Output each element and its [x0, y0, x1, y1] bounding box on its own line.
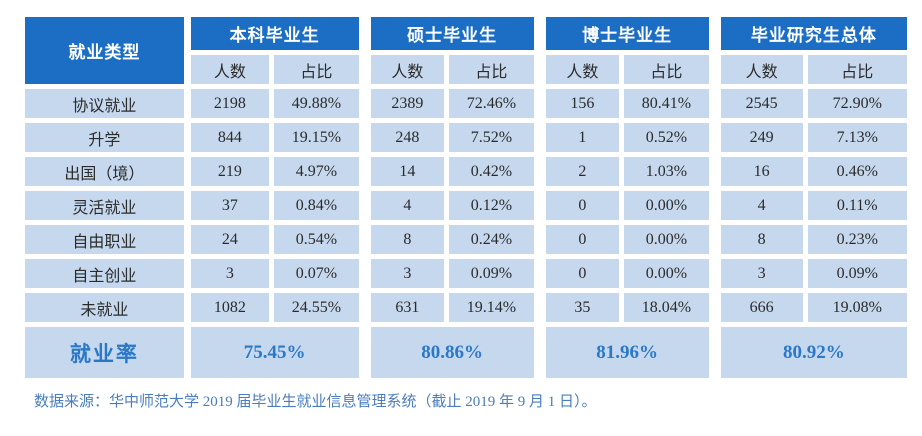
cell-value: 2545: [713, 89, 803, 118]
row-label-agreement-employment: 协议就业: [25, 89, 184, 118]
cell-value: 19.14%: [449, 293, 534, 322]
subheader-ratio-undergraduate: 占比: [274, 55, 359, 84]
table-row-going-abroad: 出国（境） 219 4.97% 14 0.42% 2 1.03% 16 0.46…: [25, 157, 907, 186]
cell-value: 7.13%: [807, 123, 907, 152]
subheader-count-doctoral: 人数: [538, 55, 620, 84]
row-label-further-study: 升学: [25, 123, 184, 152]
cell-value: 0.46%: [807, 157, 907, 186]
cell-value: 0.84%: [274, 191, 359, 220]
cell-value: 0.00%: [624, 191, 709, 220]
cell-value: 0.00%: [624, 259, 709, 288]
cell-value: 24: [188, 225, 270, 254]
subheader-count-undergraduate: 人数: [188, 55, 270, 84]
row-label-self-employment: 自主创业: [25, 259, 184, 288]
cell-value: 3: [363, 259, 445, 288]
row-label-going-abroad: 出国（境）: [25, 157, 184, 186]
table-row-freelance: 自由职业 24 0.54% 8 0.24% 0 0.00% 8 0.23%: [25, 225, 907, 254]
cell-value: 2389: [363, 89, 445, 118]
cell-value: 80.41%: [624, 89, 709, 118]
employment-rate-undergraduate: 75.45%: [188, 327, 359, 378]
cell-value: 249: [713, 123, 803, 152]
cell-value: 2: [538, 157, 620, 186]
cell-value: 4: [713, 191, 803, 220]
cell-value: 8: [713, 225, 803, 254]
cell-value: 0.07%: [274, 259, 359, 288]
cell-value: 156: [538, 89, 620, 118]
subheader-ratio-overall: 占比: [807, 55, 907, 84]
cell-value: 35: [538, 293, 620, 322]
cell-value: 1082: [188, 293, 270, 322]
row-label-unemployed: 未就业: [25, 293, 184, 322]
cell-value: 19.08%: [807, 293, 907, 322]
employment-statistics-table: 就业类型 本科毕业生 硕士毕业生 博士毕业生 毕业研究生总体 人数 占比 人数 …: [20, 12, 912, 383]
table-row-agreement-employment: 协议就业 2198 49.88% 2389 72.46% 156 80.41% …: [25, 89, 907, 118]
subheader-ratio-master: 占比: [449, 55, 534, 84]
row-label-freelance: 自由职业: [25, 225, 184, 254]
table-row-flexible-employment: 灵活就业 37 0.84% 4 0.12% 0 0.00% 4 0.11%: [25, 191, 907, 220]
cell-value: 0.54%: [274, 225, 359, 254]
employment-rate-overall: 80.92%: [713, 327, 907, 378]
cell-value: 1: [538, 123, 620, 152]
cell-value: 19.15%: [274, 123, 359, 152]
cell-value: 0.24%: [449, 225, 534, 254]
cell-value: 18.04%: [624, 293, 709, 322]
cell-value: 72.46%: [449, 89, 534, 118]
cell-value: 0.12%: [449, 191, 534, 220]
cell-value: 14: [363, 157, 445, 186]
cell-value: 37: [188, 191, 270, 220]
table-row-employment-rate: 就业率 75.45% 80.86% 81.96% 80.92%: [25, 327, 907, 378]
cell-value: 0: [538, 259, 620, 288]
cell-value: 3: [188, 259, 270, 288]
cell-value: 631: [363, 293, 445, 322]
cell-value: 0.23%: [807, 225, 907, 254]
employment-rate-master: 80.86%: [363, 327, 534, 378]
cell-value: 0.52%: [624, 123, 709, 152]
cell-value: 666: [713, 293, 803, 322]
cell-value: 2198: [188, 89, 270, 118]
cell-value: 0: [538, 225, 620, 254]
cell-value: 0.09%: [807, 259, 907, 288]
cell-value: 0.42%: [449, 157, 534, 186]
subheader-count-overall: 人数: [713, 55, 803, 84]
group-header-overall-graduate: 毕业研究生总体: [713, 17, 907, 50]
cell-value: 248: [363, 123, 445, 152]
cell-value: 4: [363, 191, 445, 220]
group-header-doctoral: 博士毕业生: [538, 17, 709, 50]
cell-value: 72.90%: [807, 89, 907, 118]
cell-value: 0.11%: [807, 191, 907, 220]
table-row-unemployed: 未就业 1082 24.55% 631 19.14% 35 18.04% 666…: [25, 293, 907, 322]
row-label-flexible-employment: 灵活就业: [25, 191, 184, 220]
cell-value: 7.52%: [449, 123, 534, 152]
row-label-employment-rate: 就业率: [25, 327, 184, 378]
cell-value: 0.00%: [624, 225, 709, 254]
group-header-master: 硕士毕业生: [363, 17, 534, 50]
subheader-ratio-doctoral: 占比: [624, 55, 709, 84]
cell-value: 49.88%: [274, 89, 359, 118]
cell-value: 16: [713, 157, 803, 186]
cell-value: 4.97%: [274, 157, 359, 186]
group-header-undergraduate: 本科毕业生: [188, 17, 359, 50]
report-page: 就业类型 本科毕业生 硕士毕业生 博士毕业生 毕业研究生总体 人数 占比 人数 …: [20, 12, 912, 410]
cell-value: 1.03%: [624, 157, 709, 186]
cell-value: 8: [363, 225, 445, 254]
employment-rate-doctoral: 81.96%: [538, 327, 709, 378]
col-header-employment-type: 就业类型: [25, 17, 184, 84]
cell-value: 844: [188, 123, 270, 152]
cell-value: 3: [713, 259, 803, 288]
cell-value: 24.55%: [274, 293, 359, 322]
table-row-self-employment: 自主创业 3 0.07% 3 0.09% 0 0.00% 3 0.09%: [25, 259, 907, 288]
data-source-note: 数据来源：华中师范大学 2019 届毕业生就业信息管理系统（截止 2019 年 …: [34, 394, 597, 410]
cell-value: 219: [188, 157, 270, 186]
table-row-further-study: 升学 844 19.15% 248 7.52% 1 0.52% 249 7.13…: [25, 123, 907, 152]
cell-value: 0: [538, 191, 620, 220]
cell-value: 0.09%: [449, 259, 534, 288]
subheader-count-master: 人数: [363, 55, 445, 84]
